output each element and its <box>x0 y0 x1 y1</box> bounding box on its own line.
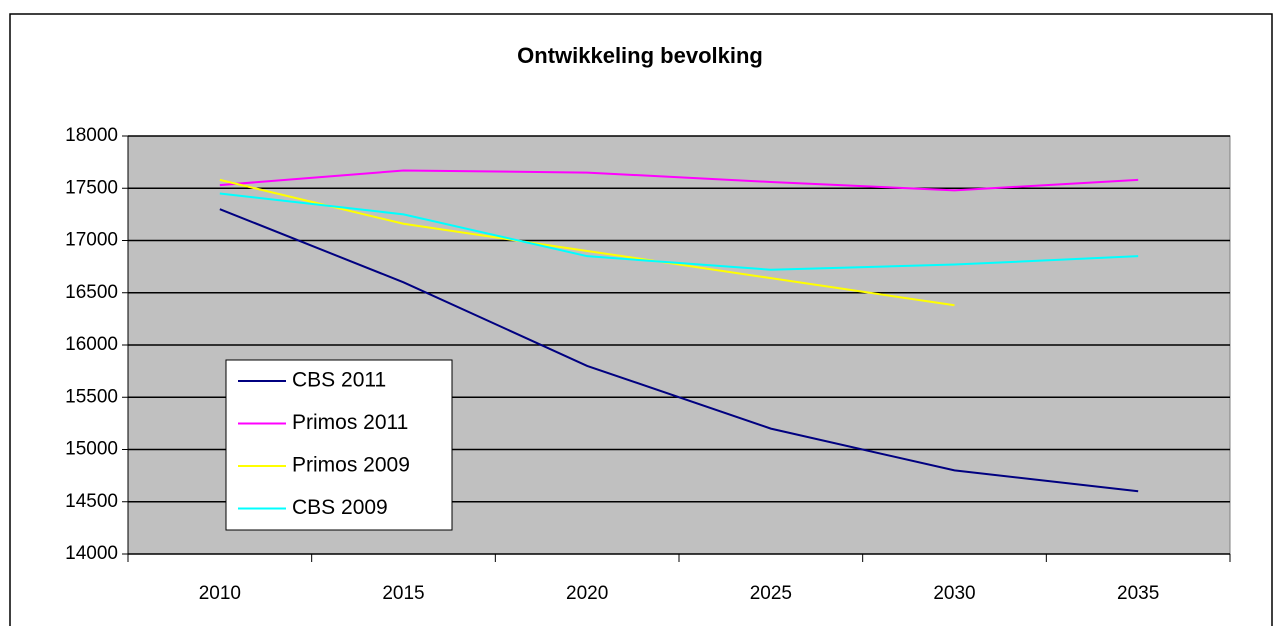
y-tick-label: 15500 <box>65 386 118 407</box>
x-tick-label: 2015 <box>382 583 424 604</box>
x-tick-label: 2010 <box>199 583 241 604</box>
x-tick-label: 2035 <box>1117 583 1159 604</box>
y-tick-label: 15000 <box>65 439 118 460</box>
y-tick-label: 17000 <box>65 230 118 251</box>
line-series <box>219 192 1139 271</box>
y-tick-label: 18000 <box>65 125 118 146</box>
y-tick-label: 14000 <box>65 543 118 564</box>
legend-label: Primos 2011 <box>292 411 408 434</box>
y-tick-label: 17500 <box>65 177 118 198</box>
legend-label: CBS 2011 <box>292 369 386 392</box>
legend-label: CBS 2009 <box>292 496 388 519</box>
line-series <box>219 178 955 307</box>
y-tick-label: 16500 <box>65 282 118 303</box>
legend-label: Primos 2009 <box>292 454 410 477</box>
x-tick-label: 2030 <box>933 583 975 604</box>
chart-title: Ontwikkeling bevolking <box>517 43 763 68</box>
line-series <box>219 208 1139 493</box>
y-tick-label: 16000 <box>65 334 118 355</box>
x-tick-label: 2025 <box>750 583 792 604</box>
x-tick-label: 2020 <box>566 583 608 604</box>
y-tick-label: 14500 <box>65 491 118 512</box>
legend-box <box>225 359 453 531</box>
line-series <box>219 169 1139 192</box>
